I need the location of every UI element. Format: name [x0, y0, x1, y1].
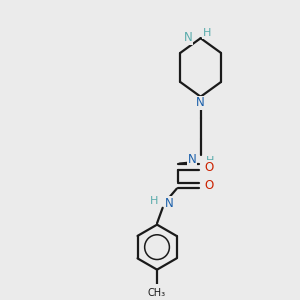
- Text: O: O: [205, 179, 214, 192]
- Text: H: H: [203, 28, 211, 38]
- Text: N: N: [184, 31, 193, 44]
- Text: H: H: [149, 196, 158, 206]
- Text: N: N: [188, 153, 196, 166]
- Text: H: H: [206, 156, 214, 167]
- Text: CH₃: CH₃: [148, 288, 166, 298]
- Text: N: N: [165, 197, 173, 210]
- Text: O: O: [205, 160, 214, 173]
- Text: N: N: [196, 96, 205, 110]
